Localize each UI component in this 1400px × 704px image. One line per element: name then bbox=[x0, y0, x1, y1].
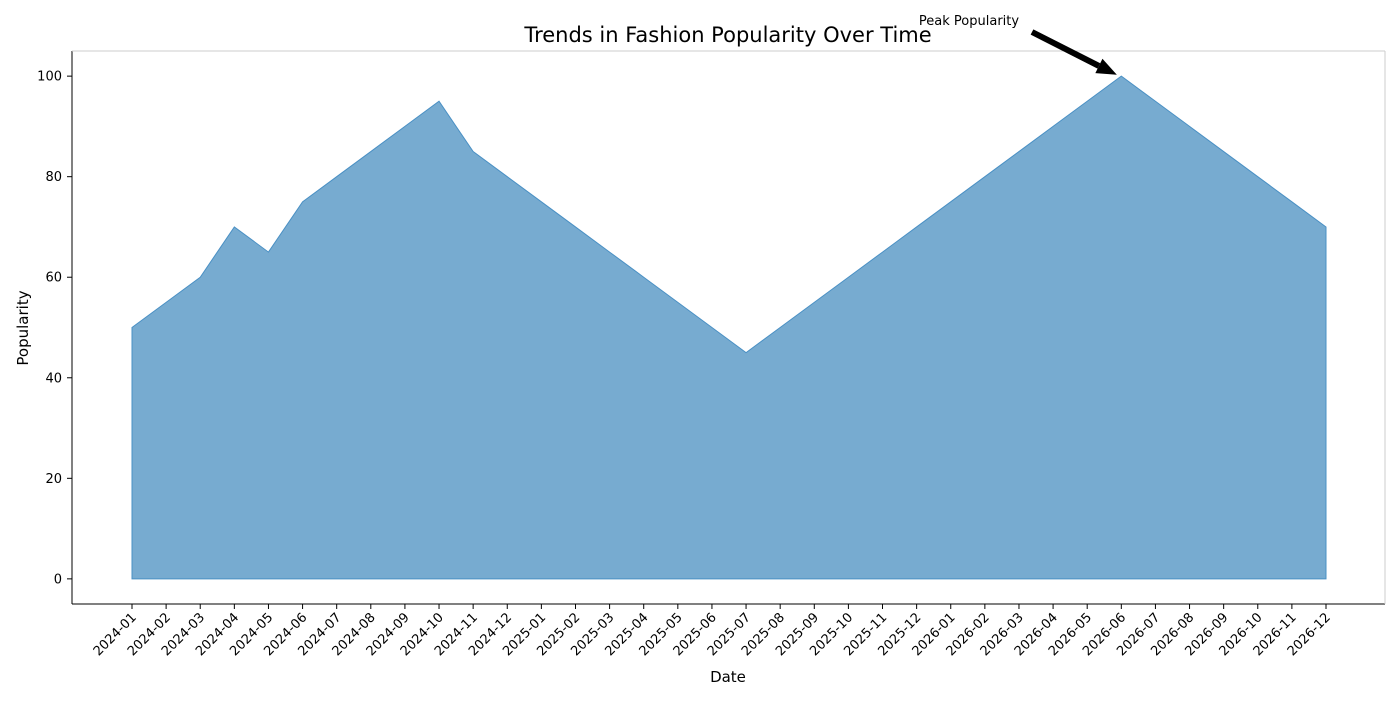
x-axis-label: Date bbox=[710, 668, 746, 686]
y-tick-label: 20 bbox=[45, 472, 62, 487]
y-tick-label: 80 bbox=[45, 170, 62, 185]
y-tick-label: 40 bbox=[45, 371, 62, 386]
y-tick-label: 0 bbox=[54, 572, 62, 587]
y-tick-label: 60 bbox=[45, 271, 62, 286]
annotation-label: Peak Popularity bbox=[919, 14, 1019, 29]
y-axis-label: Popularity bbox=[14, 290, 32, 365]
chart-title: Trends in Fashion Popularity Over Time bbox=[523, 23, 931, 47]
y-tick-label: 100 bbox=[37, 70, 62, 85]
